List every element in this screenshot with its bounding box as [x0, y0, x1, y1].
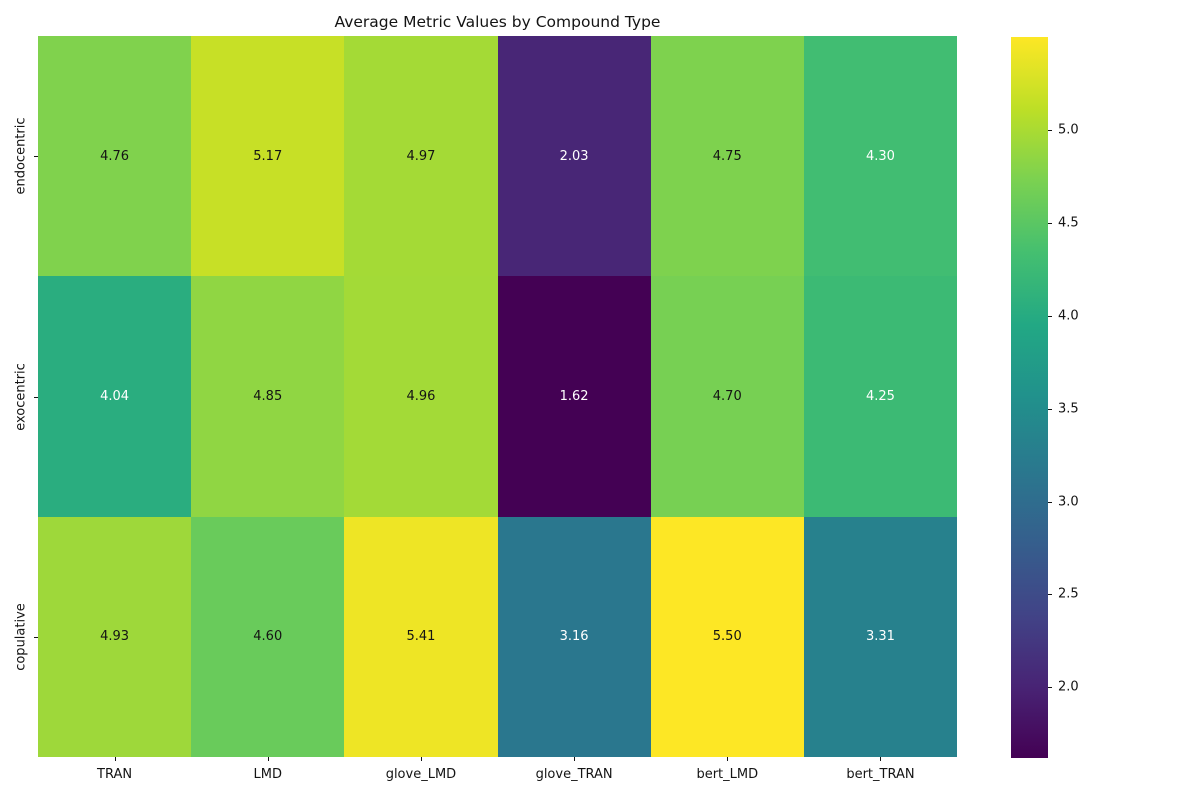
- colorbar-tick-label: 5.0: [1058, 122, 1079, 138]
- colorbar-tick-mark: [1048, 408, 1052, 410]
- colorbar-tick-label: 2.0: [1058, 679, 1079, 695]
- cell-value: 2.03: [559, 148, 589, 164]
- cell-value: 4.04: [100, 388, 130, 404]
- cell-value: 5.17: [253, 148, 283, 164]
- cell-value: 4.25: [865, 388, 895, 404]
- x-axis-labels: TRAN LMD glove_LMD glove_TRAN bert_LMD bert_T…: [38, 767, 957, 782]
- x-tick-label: glove_TRAN: [535, 767, 613, 782]
- tick-mark: [114, 757, 116, 761]
- x-tick-label: bert_LMD: [696, 767, 759, 782]
- colorbar-tick-label: 3.0: [1058, 494, 1079, 510]
- tick-mark: [574, 757, 576, 761]
- heatmap-cell: 5.17: [191, 36, 345, 277]
- heatmap-cell: 4.76: [38, 36, 192, 277]
- heatmap-cell: 1.62: [497, 276, 651, 517]
- cell-value: 4.75: [712, 148, 742, 164]
- colorbar-tick-mark: [1048, 594, 1052, 596]
- colorbar-tick-mark: [1048, 129, 1052, 131]
- cell-value: 3.31: [865, 629, 895, 645]
- y-tick-label: copulative: [13, 603, 29, 671]
- cell-value: 5.50: [712, 629, 742, 645]
- heatmap-cell: 4.93: [38, 516, 192, 757]
- heatmap-cell: 4.75: [650, 36, 804, 277]
- heatmap-grid: 4.76 5.17 4.97 2.03 4.75 4.30 4.04 4.85 4.96 1.62…: [38, 36, 957, 757]
- cell-value: 4.97: [406, 148, 436, 164]
- tick-mark: [727, 757, 729, 761]
- chart-title: Average Metric Values by Compound Type: [334, 13, 661, 31]
- tick-mark: [880, 757, 882, 761]
- cell-value: 5.41: [406, 629, 436, 645]
- colorbar-tick-label: 4.0: [1058, 308, 1079, 324]
- colorbar-tick-label: 2.5: [1058, 586, 1079, 602]
- cell-value: 4.93: [100, 629, 130, 645]
- heatmap-cell: 4.70: [650, 276, 804, 517]
- colorbar-tick-mark: [1048, 222, 1052, 224]
- heatmap-cell: 4.85: [191, 276, 345, 517]
- x-tick-label: glove_LMD: [385, 767, 457, 782]
- cell-value: 3.16: [559, 629, 589, 645]
- cell-value: 4.70: [712, 388, 742, 404]
- tick-mark: [34, 636, 38, 638]
- heatmap-cell: 3.31: [803, 516, 957, 757]
- x-tick-label: LMD: [253, 767, 282, 782]
- heatmap-cell: 4.04: [38, 276, 192, 517]
- colorbar-tick-mark: [1048, 501, 1052, 503]
- x-tick-label: bert_TRAN: [846, 767, 915, 782]
- cell-value: 4.96: [406, 388, 436, 404]
- cell-value: 4.60: [253, 629, 283, 645]
- colorbar-tick-mark: [1048, 687, 1052, 689]
- colorbar: [1011, 37, 1048, 758]
- x-tick-label: TRAN: [97, 767, 133, 782]
- tick-mark: [267, 757, 269, 761]
- cell-value: 4.76: [100, 148, 130, 164]
- cell-value: 1.62: [559, 388, 589, 404]
- colorbar-tick-mark: [1048, 315, 1052, 317]
- tick-mark: [420, 757, 422, 761]
- colorbar-tick-label: 4.5: [1058, 215, 1079, 231]
- heatmap-cell: 5.50: [650, 516, 804, 757]
- heatmap-cell: 4.30: [803, 36, 957, 277]
- y-tick-label: endocentric: [13, 117, 29, 195]
- cell-value: 4.85: [253, 388, 283, 404]
- heatmap-cell: 3.16: [497, 516, 651, 757]
- heatmap-cell: 4.96: [344, 276, 498, 517]
- heatmap-cell: 4.25: [803, 276, 957, 517]
- tick-mark: [34, 396, 38, 398]
- heatmap-cell: 4.97: [344, 36, 498, 277]
- tick-mark: [34, 156, 38, 158]
- colorbar-tick-label: 3.5: [1058, 401, 1079, 417]
- heatmap-cell: 4.60: [191, 516, 345, 757]
- heatmap-cell: 2.03: [497, 36, 651, 277]
- cell-value: 4.30: [865, 148, 895, 164]
- y-tick-label: exocentric: [13, 362, 29, 431]
- heatmap-cell: 5.41: [344, 516, 498, 757]
